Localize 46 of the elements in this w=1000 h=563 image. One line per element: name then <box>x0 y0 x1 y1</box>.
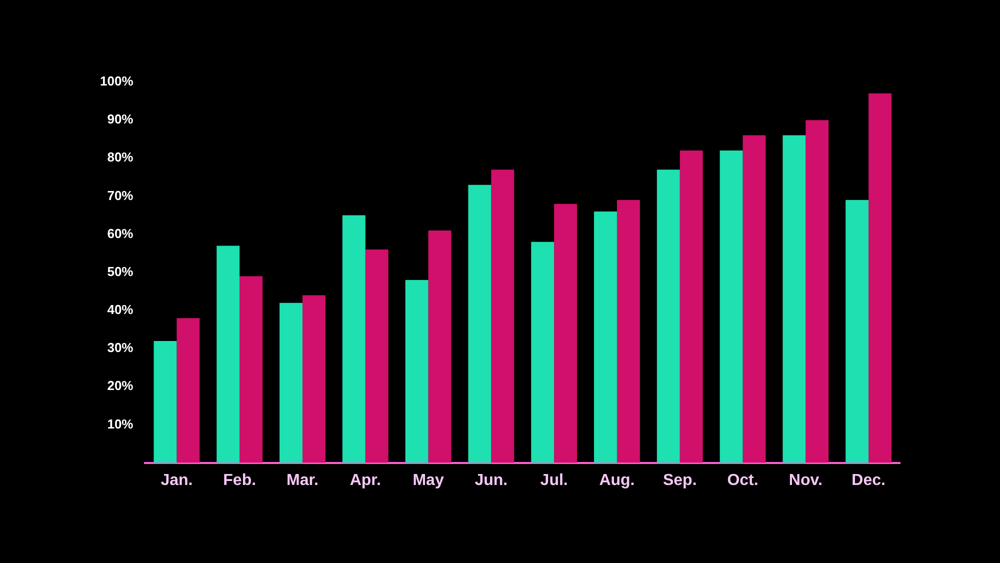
bar <box>468 184 492 463</box>
bar <box>720 150 743 463</box>
bar <box>616 200 640 463</box>
bar <box>554 204 578 463</box>
x-tick-label: Jun. <box>474 472 508 489</box>
bar <box>782 135 806 463</box>
bar <box>280 302 302 463</box>
x-tick-label: Jan. <box>160 472 193 489</box>
y-tick-label: 50% <box>107 264 134 279</box>
x-tick-label: Dec. <box>852 472 886 489</box>
bar <box>428 230 452 463</box>
bar <box>216 246 240 463</box>
y-tick-label: 60% <box>107 226 134 241</box>
x-tick-label: Feb. <box>223 472 256 489</box>
bar <box>176 318 200 463</box>
bar <box>491 170 514 463</box>
y-tick-label: 100% <box>100 74 134 89</box>
x-tick-label: Nov. <box>788 472 822 489</box>
bar <box>154 340 177 463</box>
x-tick-label: Mar. <box>286 472 318 489</box>
bar <box>868 93 892 463</box>
bar <box>405 280 428 463</box>
bar <box>302 295 326 463</box>
y-tick-label: 80% <box>107 150 134 165</box>
x-tick-label: May <box>412 472 444 489</box>
bar <box>656 170 680 463</box>
y-tick-label: 20% <box>107 378 134 394</box>
x-tick-label: Aug. <box>599 472 635 489</box>
bar <box>806 120 829 463</box>
y-tick-label: 40% <box>107 302 134 318</box>
y-tick-label: 90% <box>107 112 134 127</box>
y-tick-label: 10% <box>107 416 134 432</box>
bar <box>531 242 554 463</box>
x-tick-label: Sep. <box>662 472 697 489</box>
bar <box>742 135 766 463</box>
y-tick-label: 30% <box>107 340 134 356</box>
bar <box>594 211 617 463</box>
x-tick-label: Jul. <box>540 472 568 489</box>
bar <box>342 215 366 463</box>
x-tick-label: Apr. <box>350 472 381 489</box>
x-tick-label: Oct. <box>727 472 758 489</box>
bar <box>680 150 703 463</box>
bar <box>365 250 388 463</box>
y-tick-label: 70% <box>107 188 134 203</box>
bar <box>240 276 263 463</box>
bar <box>846 200 869 463</box>
